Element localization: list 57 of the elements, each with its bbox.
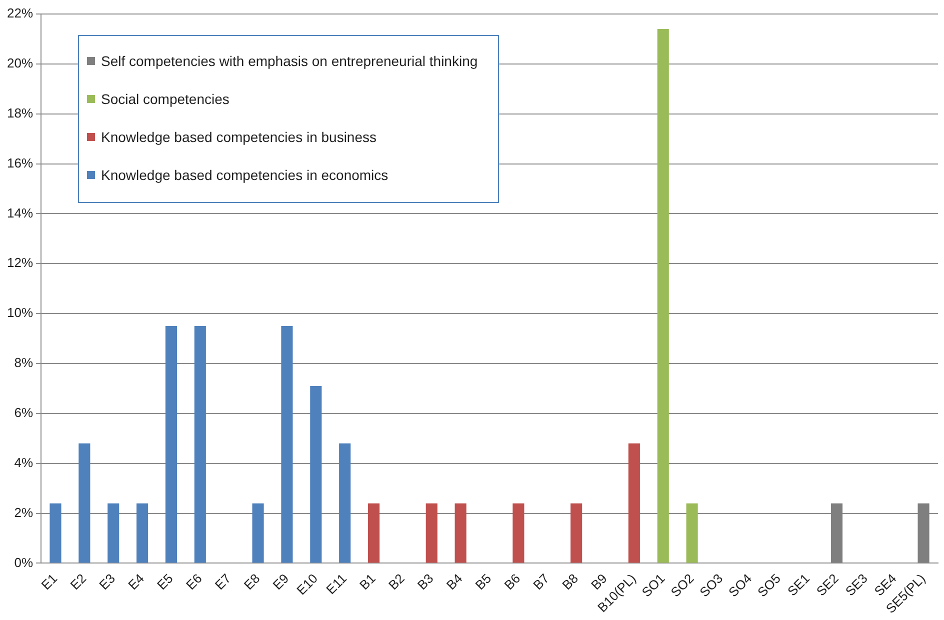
bar	[281, 326, 293, 563]
bar	[252, 503, 264, 563]
legend-label: Social competencies	[101, 91, 230, 107]
y-tick-label: 8%	[14, 355, 34, 370]
legend-label: Knowledge based competencies in economics	[101, 167, 388, 183]
y-tick-label: 20%	[6, 56, 34, 71]
bar	[657, 28, 669, 563]
bar	[136, 503, 148, 563]
bar	[194, 326, 206, 563]
x-tick-label: E6	[182, 570, 205, 593]
bar	[512, 503, 524, 563]
x-tick-label: B1	[356, 570, 378, 593]
x-tick-label: E1	[38, 570, 60, 593]
x-tick-label: E3	[96, 570, 118, 593]
x-tick-label: SE1	[784, 570, 812, 599]
y-tick-label: 16%	[6, 155, 34, 170]
bar	[339, 443, 351, 563]
bar	[570, 503, 582, 563]
bar	[78, 443, 90, 563]
x-tick-label: B8	[559, 570, 581, 593]
legend-label: Self competencies with emphasis on entrepreneurial thinking	[101, 53, 478, 69]
x-tick-label: E9	[270, 570, 292, 593]
y-tick-label: 22%	[6, 6, 34, 21]
x-tick-label: E8	[240, 570, 263, 593]
bar	[165, 326, 178, 563]
x-tick-label: B3	[414, 570, 436, 593]
x-tick-label: SE2	[813, 570, 842, 599]
x-tick-label: B7	[530, 570, 552, 593]
y-tick-label: 14%	[6, 205, 34, 220]
y-tick-label: 10%	[6, 305, 34, 320]
bar	[628, 443, 640, 563]
bar	[108, 503, 120, 563]
legend-label: Knowledge based competencies in business	[101, 129, 377, 145]
bar	[426, 503, 438, 563]
x-tick-label: E10	[294, 570, 321, 598]
bar	[50, 503, 62, 563]
y-tick-label: 18%	[6, 105, 34, 120]
bar	[368, 503, 380, 563]
x-tick-label: E5	[154, 570, 176, 593]
bar	[686, 503, 698, 563]
y-tick-label: 2%	[14, 504, 34, 520]
y-tick-label: 0%	[14, 554, 34, 570]
x-tick-label: E7	[212, 570, 234, 593]
y-tick-label: 12%	[6, 255, 34, 270]
x-tick-label: B2	[386, 570, 408, 593]
x-tick-label: B4	[443, 570, 466, 593]
bar	[454, 503, 466, 563]
y-tick-label: 4%	[14, 454, 34, 470]
bar	[310, 386, 322, 563]
x-tick-label: E2	[67, 570, 90, 593]
x-tick-label: B6	[501, 570, 524, 593]
x-tick-label: E4	[125, 570, 147, 593]
x-tick-label: B5	[472, 570, 494, 593]
x-tick-label: SO1	[638, 570, 668, 600]
y-tick-label: 6%	[14, 405, 34, 420]
x-tick-label: SE3	[842, 570, 870, 599]
x-tick-label: E11	[323, 570, 350, 598]
